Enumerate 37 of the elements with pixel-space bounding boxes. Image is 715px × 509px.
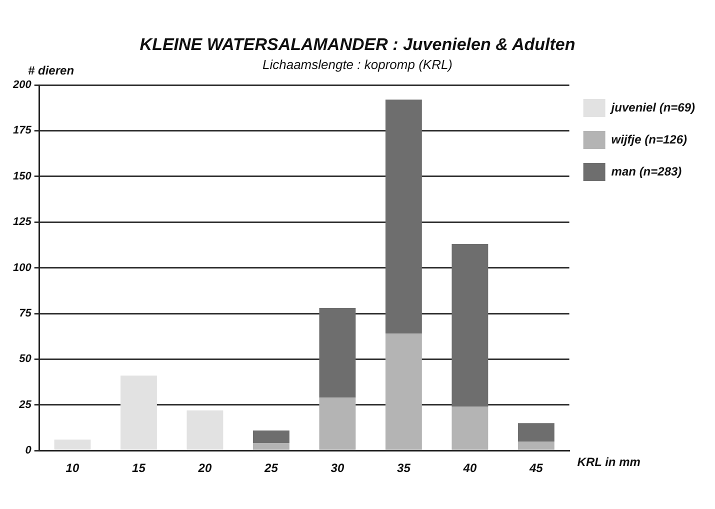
y-tick-label: 50 bbox=[19, 353, 32, 366]
x-tick-label: 15 bbox=[132, 461, 146, 476]
x-tick-label: 20 bbox=[197, 461, 212, 476]
x-tick-label: 35 bbox=[397, 461, 411, 476]
bar bbox=[518, 441, 554, 450]
y-tick-label: 100 bbox=[12, 262, 32, 274]
legend-label: juveniel (n=69) bbox=[609, 100, 696, 114]
bar bbox=[452, 244, 488, 407]
bar bbox=[54, 440, 91, 450]
bar bbox=[518, 423, 554, 442]
x-tick-label: 10 bbox=[66, 461, 80, 476]
y-tick-label: 175 bbox=[12, 124, 32, 137]
y-axis-title: # dieren bbox=[28, 63, 74, 78]
x-tick-label: 45 bbox=[528, 461, 544, 476]
x-tick-label: 40 bbox=[462, 461, 477, 476]
bar bbox=[252, 430, 290, 444]
bar bbox=[319, 308, 356, 398]
legend-label: man (n=283) bbox=[611, 164, 682, 178]
chart-title: KLEINE WATERSALAMANDER : Juvenielen & Adulten bbox=[140, 34, 576, 54]
bar bbox=[385, 100, 422, 334]
bar bbox=[452, 406, 488, 450]
y-tick-label: 125 bbox=[12, 216, 32, 228]
chart-subtitle: Lichaamslengte : kopromp (KRL) bbox=[262, 56, 453, 72]
y-tick-label: 200 bbox=[12, 79, 32, 92]
y-tick-label: 75 bbox=[19, 308, 32, 320]
bar bbox=[252, 443, 290, 450]
y-tick-label: 0 bbox=[25, 444, 32, 457]
bar bbox=[385, 334, 422, 450]
y-tick-label: 150 bbox=[12, 170, 32, 182]
x-tick-label: 25 bbox=[264, 461, 278, 476]
x-tick-label: 30 bbox=[330, 461, 344, 476]
legend-label: wijfje (n=126) bbox=[611, 132, 688, 146]
bar bbox=[186, 410, 224, 450]
y-tick-label: 25 bbox=[18, 398, 32, 411]
bar bbox=[319, 398, 356, 450]
bar bbox=[120, 376, 157, 450]
x-axis-title: KRL in mm bbox=[577, 454, 641, 469]
